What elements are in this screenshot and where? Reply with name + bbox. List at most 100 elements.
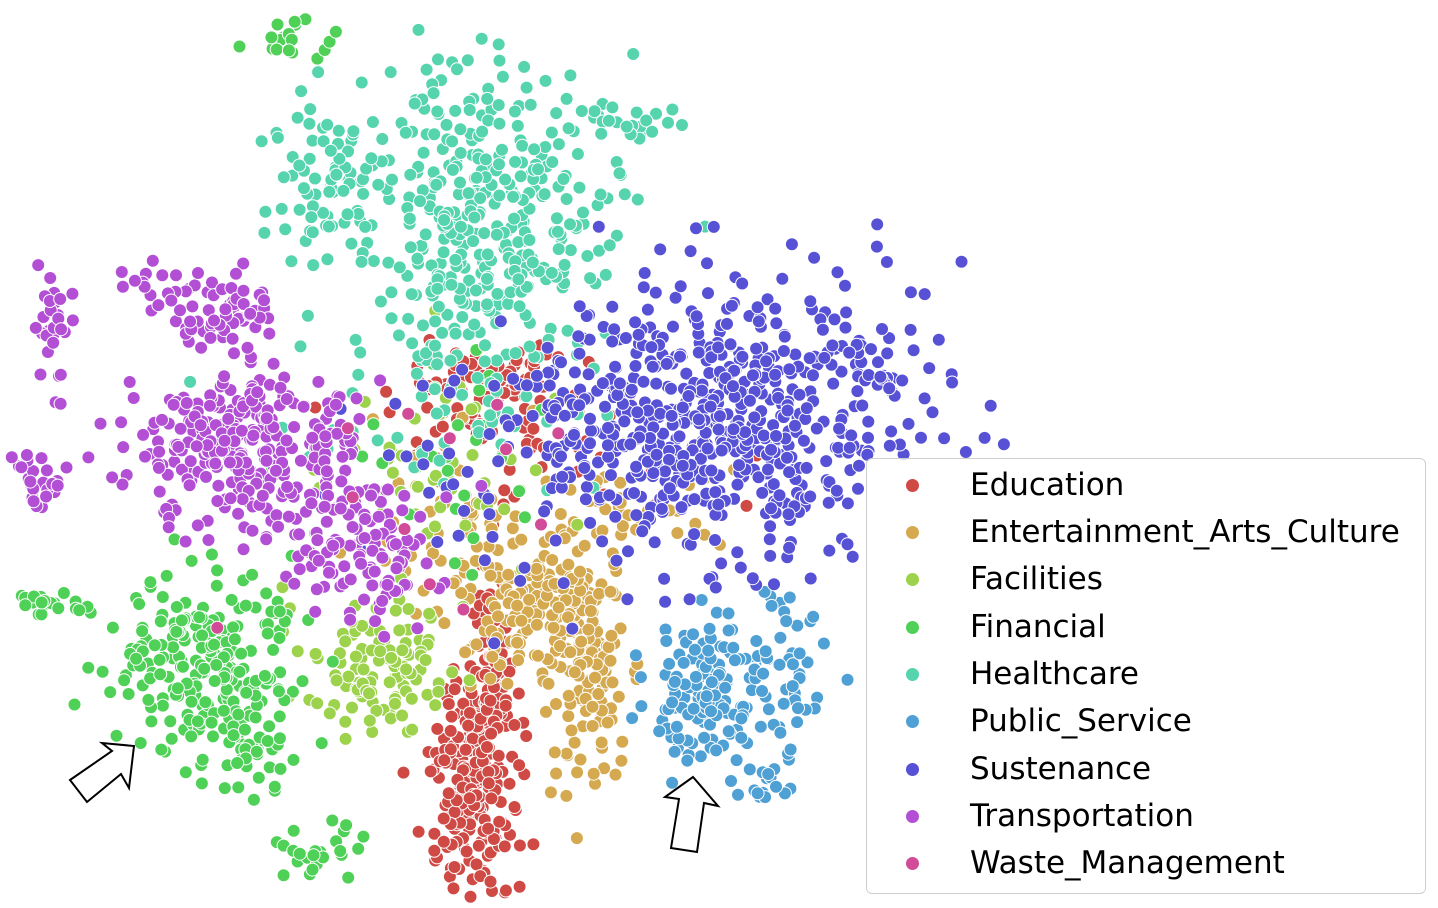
point-facilities bbox=[395, 643, 410, 658]
point-education bbox=[435, 419, 450, 434]
point-healthcare bbox=[356, 186, 371, 201]
point-public-service bbox=[840, 672, 855, 687]
point-healthcare bbox=[594, 126, 609, 141]
point-transportation bbox=[116, 440, 131, 455]
point-healthcare bbox=[527, 142, 542, 157]
point-sustenance bbox=[746, 368, 760, 383]
point-healthcare bbox=[331, 123, 346, 138]
point-transportation bbox=[296, 399, 311, 414]
point-public-service bbox=[721, 606, 736, 621]
point-financial bbox=[144, 714, 159, 729]
point-sustenance bbox=[749, 341, 764, 356]
point-entertainment-arts-culture bbox=[485, 649, 500, 664]
point-sustenance bbox=[768, 367, 783, 382]
point-transportation bbox=[193, 418, 208, 433]
point-healthcare bbox=[296, 181, 311, 196]
point-financial bbox=[306, 848, 321, 863]
point-financial bbox=[176, 659, 190, 674]
point-facilities bbox=[373, 644, 388, 659]
point-public-service bbox=[773, 630, 788, 645]
point-sustenance bbox=[831, 440, 846, 455]
point-healthcare bbox=[439, 117, 454, 132]
point-financial bbox=[155, 590, 170, 604]
point-sustenance bbox=[618, 331, 633, 345]
point-sustenance bbox=[598, 399, 612, 414]
point-public-service bbox=[783, 742, 798, 757]
point-entertainment-arts-culture bbox=[546, 620, 561, 635]
point-financial bbox=[249, 744, 264, 759]
point-public-service bbox=[686, 701, 701, 716]
point-transportation bbox=[105, 470, 120, 485]
point-sustenance bbox=[572, 398, 587, 413]
point-sustenance bbox=[996, 437, 1011, 452]
point-entertainment-arts-culture bbox=[553, 639, 567, 653]
point-sustenance bbox=[761, 462, 775, 477]
point-transportation bbox=[199, 469, 213, 484]
point-sustenance bbox=[782, 362, 797, 377]
point-financial bbox=[217, 781, 232, 796]
point-financial bbox=[184, 553, 199, 568]
point-public-service bbox=[792, 646, 807, 661]
point-healthcare bbox=[545, 155, 560, 169]
point-education bbox=[443, 742, 458, 757]
point-education bbox=[526, 837, 541, 852]
point-education bbox=[512, 758, 527, 773]
point-entertainment-arts-culture bbox=[615, 519, 630, 534]
point-transportation bbox=[231, 506, 246, 521]
point-sustenance bbox=[873, 369, 888, 384]
point-transportation bbox=[319, 464, 334, 479]
legend-marker-financial bbox=[905, 619, 920, 635]
legend-marker-facilities bbox=[905, 571, 920, 587]
point-transportation bbox=[194, 340, 209, 355]
point-public-service bbox=[688, 669, 703, 684]
point-financial bbox=[341, 870, 356, 885]
point-financial bbox=[226, 620, 241, 635]
point-sustenance bbox=[983, 398, 998, 413]
point-sustenance bbox=[629, 459, 644, 474]
point-financial bbox=[121, 687, 136, 701]
point-transportation bbox=[138, 449, 152, 464]
point-sustenance bbox=[822, 543, 837, 558]
point-facilities bbox=[428, 519, 442, 534]
point-healthcare bbox=[402, 211, 417, 226]
point-public-service bbox=[665, 775, 680, 790]
point-sustenance bbox=[399, 449, 414, 464]
point-sustenance bbox=[645, 359, 660, 374]
point-transportation bbox=[115, 279, 130, 294]
point-healthcare bbox=[601, 113, 616, 128]
point-healthcare bbox=[303, 102, 318, 117]
point-financial bbox=[328, 24, 343, 39]
point-facilities bbox=[369, 703, 384, 718]
point-sustenance bbox=[714, 556, 729, 571]
point-transportation bbox=[191, 266, 205, 280]
legend-item-education: Education bbox=[867, 465, 1124, 505]
point-healthcare bbox=[292, 202, 307, 217]
point-transportation bbox=[259, 532, 274, 547]
point-sustenance bbox=[869, 239, 884, 254]
point-sustenance bbox=[792, 387, 807, 402]
point-facilities bbox=[464, 402, 479, 417]
point-sustenance bbox=[724, 298, 739, 313]
point-healthcare bbox=[284, 254, 299, 269]
point-public-service bbox=[667, 744, 682, 759]
legend-label: Waste_Management bbox=[970, 845, 1285, 881]
point-sustenance bbox=[782, 465, 797, 480]
point-sustenance bbox=[706, 219, 721, 234]
point-sustenance bbox=[621, 544, 635, 559]
point-healthcare bbox=[322, 184, 337, 199]
point-sustenance bbox=[763, 519, 778, 534]
point-financial bbox=[81, 660, 96, 675]
point-sustenance bbox=[825, 338, 840, 353]
point-sustenance bbox=[723, 337, 738, 352]
point-financial bbox=[153, 614, 168, 629]
point-transportation bbox=[225, 331, 240, 346]
point-financial bbox=[234, 646, 249, 661]
point-transportation bbox=[161, 520, 176, 535]
point-transportation bbox=[367, 564, 382, 579]
point-sustenance bbox=[664, 381, 678, 396]
point-public-service bbox=[734, 730, 749, 745]
legend-marker-education bbox=[905, 477, 920, 493]
point-sustenance bbox=[422, 485, 437, 500]
point-sustenance bbox=[583, 436, 597, 451]
point-healthcare bbox=[392, 260, 407, 275]
